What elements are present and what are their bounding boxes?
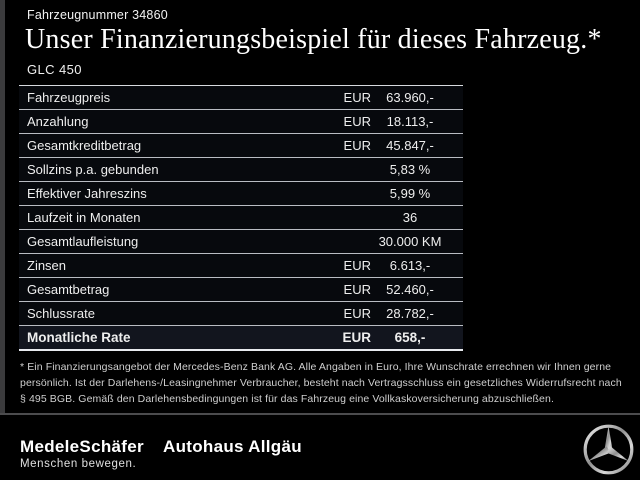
row-label: Laufzeit in Monaten [27,210,141,225]
row-value: 28.782,- [386,306,434,321]
model-name: GLC 450 [27,62,82,77]
row-currency: EUR [342,330,371,345]
row-value: 30.000 KM [378,234,442,249]
row-value: 45.847,- [386,138,434,153]
row-label: Gesamtkreditbetrag [27,138,142,153]
row-currency: EUR [343,282,371,297]
row-label: Gesamtbetrag [27,282,110,297]
table-row: Anzahlung EUR 18.113,- [19,110,463,134]
table-row: Laufzeit in Monaten 36 [19,206,463,230]
row-label: Schlussrate [27,306,95,321]
table-row: Monatliche Rate EUR 658,- [19,326,463,351]
row-currency: EUR [343,306,371,321]
dealer-tagline: Menschen bewegen. [20,458,137,470]
row-value: 658,- [394,330,426,345]
row-value: 6.613,- [389,258,431,273]
disclaimer-text: * Ein Finanzierungsangebot der Mercedes-… [20,361,622,405]
row-label: Effektiver Jahreszins [27,186,147,201]
row-currency: EUR [343,90,371,105]
table-row: Gesamtkreditbetrag EUR 45.847,- [19,134,463,158]
page-title: Unser Finanzierungsbeispiel für dieses F… [25,24,602,55]
mercedes-star-icon [582,423,635,476]
table-row: Schlussrate EUR 28.782,- [19,302,463,326]
row-value: 63.960,- [386,90,434,105]
row-currency: EUR [343,258,371,273]
row-label: Fahrzeugpreis [27,90,111,105]
row-label: Zinsen [27,258,67,273]
table-row: Sollzins p.a. gebunden 5,83 % [19,158,463,182]
row-value: 52.460,- [386,282,434,297]
table-row: Fahrzeugpreis EUR 63.960,- [19,86,463,110]
footer-divider [0,413,640,415]
dealer-name-secondary: Autohaus Allgäu [163,437,302,456]
finance-table: Fahrzeugpreis EUR 63.960,- Anzahlung EUR… [19,85,463,351]
row-currency: EUR [343,138,371,153]
row-currency: EUR [343,114,371,129]
finance-table-body: Fahrzeugpreis EUR 63.960,- Anzahlung EUR… [19,86,463,351]
table-row: Gesamtbetrag EUR 52.460,- [19,278,463,302]
table-row: Zinsen EUR 6.613,- [19,254,463,278]
row-value: 18.113,- [386,114,434,129]
row-value: 5,99 % [389,186,431,201]
dealer-logo: MedeleSchäfer [20,437,144,456]
row-label: Sollzins p.a. gebunden [27,162,159,177]
row-label: Gesamtlaufleistung [27,234,139,249]
row-label: Anzahlung [27,114,89,129]
left-edge-strip [0,0,5,480]
row-label: Monatliche Rate [27,330,131,345]
row-value: 36 [402,210,418,225]
vehicle-number: Fahrzeugnummer 34860 [27,8,168,22]
table-row: Gesamtlaufleistung 30.000 KM [19,230,463,254]
row-value: 5,83 % [389,162,431,177]
footer: MedeleSchäfer Autohaus Allgäu Menschen b… [0,415,640,480]
table-row: Effektiver Jahreszins 5,99 % [19,182,463,206]
